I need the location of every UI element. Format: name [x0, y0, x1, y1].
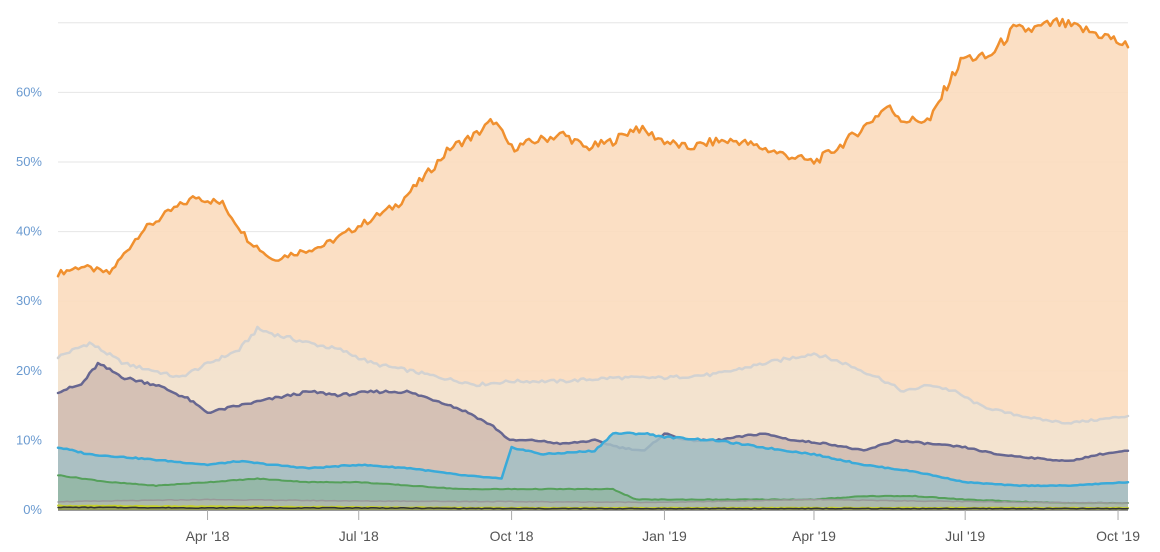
x-tick-label: Apr '19 [792, 528, 836, 544]
series-2-line [56, 361, 1130, 463]
y-tick-label: 40% [16, 224, 42, 239]
x-tick-label: Jan '19 [642, 528, 687, 544]
y-tick-label: 0% [23, 502, 42, 517]
series-3-line [56, 431, 1130, 488]
x-axis-labels: Apr '18 Jul '18 Oct '18 Jan '19 Apr '19 Jul '… [186, 510, 1140, 544]
x-tick-label: Oct '19 [1096, 528, 1140, 544]
series-0-line [56, 17, 1130, 278]
series-6-line [57, 504, 1129, 510]
y-tick-label: 60% [16, 84, 42, 99]
y-tick-label: 30% [16, 293, 42, 308]
x-tick-label: Jul '18 [339, 528, 379, 544]
y-tick-label: 10% [16, 432, 42, 447]
y-axis-labels: 0% 10% 20% 30% 40% 50% 60% [16, 84, 42, 517]
y-tick-label: 50% [16, 154, 42, 169]
series-5-line [57, 498, 1129, 504]
series-1-line [56, 325, 1130, 425]
x-tick-label: Jul '19 [945, 528, 985, 544]
series-group [56, 17, 1130, 511]
series-7-line [57, 506, 1129, 510]
x-tick-label: Oct '18 [490, 528, 534, 544]
x-tick-label: Apr '18 [186, 528, 230, 544]
y-tick-label: 20% [16, 363, 42, 378]
series-4-line [57, 474, 1129, 505]
